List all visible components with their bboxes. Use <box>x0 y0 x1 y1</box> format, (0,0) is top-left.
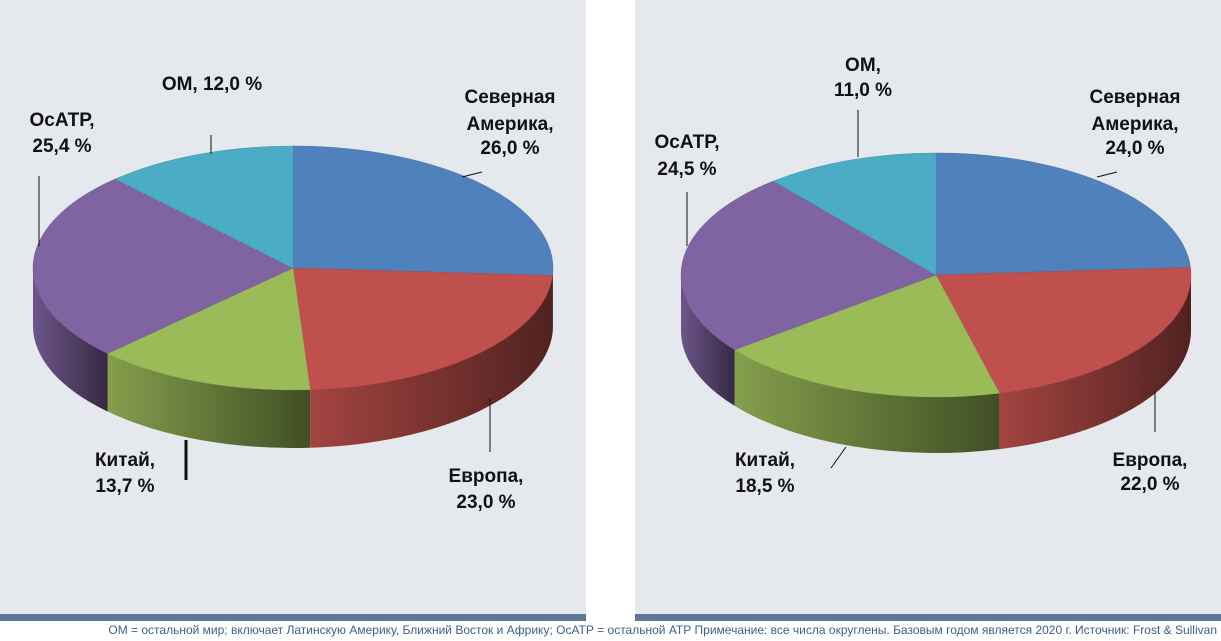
pie-panel-right: Северная Америка, 24,0 % Европа, 22,0 % Китай… <box>635 0 1221 614</box>
pie-label-north-america: 24,0 % <box>1105 138 1164 159</box>
pie-label-north-america: 26,0 % <box>480 138 539 159</box>
pie-sides <box>33 268 553 448</box>
pie-slice-china <box>106 267 311 391</box>
pie-label-europe: Европа, <box>1113 450 1188 471</box>
pie-side-rest-apac <box>681 275 735 406</box>
pie-label-rest-apac: 24,5 % <box>657 159 716 180</box>
pie-label-north-america: Северная <box>1089 87 1180 108</box>
pie-label-rest-apac: ОсАТР, <box>654 132 719 153</box>
pie-label-rest-world: ОМ, <box>845 55 881 76</box>
pie-chart-right: Северная Америка, 24,0 % Европа, 22,0 % Китай… <box>654 55 1192 497</box>
pie-label-rest-world: ОМ, 12,0 % <box>162 74 262 95</box>
pie-side-europe <box>310 275 553 448</box>
pie-label-north-america: Америка, <box>1092 114 1179 135</box>
pie-sides <box>681 275 1191 453</box>
pie-slice-china <box>733 274 1000 398</box>
pie-slice-north-america <box>935 152 1191 276</box>
leader-line-north-america <box>461 171 483 178</box>
leader-line-north-america <box>1096 171 1118 178</box>
pie-label-china: Китай, <box>95 450 155 471</box>
pie-slice-europe <box>935 267 1192 394</box>
footnote: ОМ = остальной мир; включает Латинскую А… <box>108 623 1217 637</box>
pie-label-china: Китай, <box>735 450 795 471</box>
pie-label-china: 18,5 % <box>735 476 794 497</box>
pie-slice-north-america <box>292 145 554 276</box>
pie-chart-left: Северная Америка, 26,0 % Европа, 23,0 % Китай… <box>29 74 555 513</box>
pie-label-rest-apac: ОсАТР, <box>29 110 94 131</box>
pie-label-europe: Европа, <box>449 466 524 487</box>
pie-label-europe: 22,0 % <box>1120 474 1179 495</box>
pie-slice-europe <box>292 267 553 390</box>
pie-side-china <box>734 349 1000 453</box>
pie-slice-rest-world <box>772 152 937 276</box>
pie-top <box>32 145 554 391</box>
pie-label-china: 13,7 % <box>95 476 154 497</box>
pie-labels: Северная Америка, 24,0 % Европа, 22,0 % Китай… <box>654 55 1187 497</box>
pie-slice-rest-apac <box>32 178 294 354</box>
footer-rule-right <box>635 614 1221 621</box>
pie-label-rest-apac: 25,4 % <box>32 136 91 157</box>
pie-label-rest-world: 11,0 % <box>834 80 892 101</box>
leader-line-china <box>830 446 847 469</box>
pie-top <box>680 152 1192 398</box>
pie-slice-rest-world <box>114 145 294 269</box>
pie-side-europe <box>999 275 1191 450</box>
pie-side-china <box>107 353 311 448</box>
pie-slice-rest-apac <box>680 180 937 351</box>
pie-label-europe: 23,0 % <box>456 492 515 513</box>
footer-rule-left <box>0 614 586 621</box>
pie-side-rest-apac <box>33 268 108 412</box>
pie-labels: Северная Америка, 26,0 % Европа, 23,0 % Китай… <box>29 74 555 513</box>
pie-label-north-america: Америка, <box>467 114 554 135</box>
pie-panel-left: Северная Америка, 26,0 % Европа, 23,0 % Китай… <box>0 0 586 614</box>
pie-label-north-america: Северная <box>464 87 555 108</box>
